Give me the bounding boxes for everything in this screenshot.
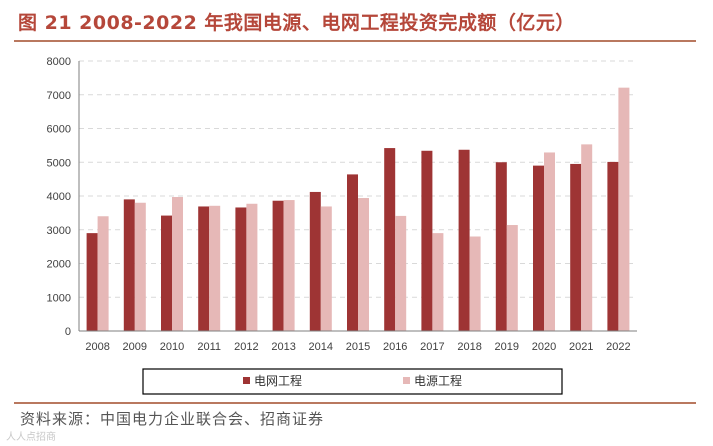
bar-grid-investment <box>533 165 544 331</box>
bar-power-investment <box>544 152 555 331</box>
axes: 0 1000 2000 3000 4000 5000 6000 7000 8000 2008 200… <box>47 56 637 353</box>
bar-grid-investment <box>198 206 210 331</box>
bar-grid-investment <box>384 148 396 331</box>
source-divider <box>14 402 696 404</box>
bar-power-investment <box>172 197 183 331</box>
bars <box>86 87 630 331</box>
bar-grid-investment <box>570 163 582 331</box>
x-tick-label: 2019 <box>495 341 519 353</box>
bar-chart: 0 1000 2000 3000 4000 5000 6000 7000 8000 2008 200… <box>47 56 637 395</box>
bar-power-investment <box>246 203 258 331</box>
bar-power-investment <box>209 205 221 331</box>
bar-power-investment <box>469 236 481 331</box>
y-tick-label: 7000 <box>47 90 71 102</box>
bar-power-investment <box>395 215 407 331</box>
x-tick-label: 2021 <box>569 341 593 353</box>
bar-power-investment <box>618 87 630 331</box>
y-tick-label: 5000 <box>47 157 71 169</box>
bar-power-investment <box>358 198 369 331</box>
title-underline <box>14 40 696 42</box>
x-tick-label: 2015 <box>346 341 370 353</box>
x-tick-label: 2012 <box>234 341 258 353</box>
bar-power-investment <box>134 202 146 331</box>
x-tick-label: 2011 <box>197 341 221 353</box>
legend-swatch-power <box>403 377 410 384</box>
legend-label-grid: 电网工程 <box>254 373 302 388</box>
source-note: 资料来源：中国电力企业联合会、招商证券 <box>20 410 325 428</box>
x-tick-label: 2014 <box>309 341 333 353</box>
bar-grid-investment <box>161 215 172 331</box>
y-tick-label: 0 <box>65 326 71 338</box>
legend-box <box>142 368 563 395</box>
x-tick-label: 2016 <box>383 341 407 353</box>
bar-grid-investment <box>458 149 470 331</box>
legend-swatch-grid <box>243 377 250 384</box>
y-tick-label: 8000 <box>47 56 71 68</box>
x-tick-label: 2017 <box>420 341 444 353</box>
x-tick-label: 2022 <box>606 341 630 353</box>
x-tick-label: 2018 <box>457 341 481 353</box>
bar-power-investment <box>97 216 109 331</box>
bar-power-investment <box>320 206 332 331</box>
bar-grid-investment <box>86 233 98 331</box>
y-tick-label: 3000 <box>47 225 71 237</box>
bar-grid-investment <box>272 200 284 331</box>
bar-grid-investment <box>235 207 247 331</box>
legend: 电网工程 电源工程 <box>142 368 563 395</box>
x-tick-label: 2020 <box>532 341 556 353</box>
x-tick-label: 2013 <box>271 341 295 353</box>
bar-grid-investment <box>421 150 433 331</box>
y-tick-label: 4000 <box>47 191 71 203</box>
bar-power-investment <box>432 233 444 331</box>
y-tick-label: 2000 <box>47 259 71 271</box>
legend-label-power: 电源工程 <box>414 373 462 388</box>
y-tick-label: 1000 <box>47 292 71 304</box>
bar-power-investment <box>506 225 518 331</box>
bar-power-investment <box>283 200 295 331</box>
bar-grid-investment <box>607 161 619 331</box>
bar-grid-investment <box>123 199 135 331</box>
bar-grid-investment <box>495 162 507 331</box>
bar-grid-investment <box>309 191 321 331</box>
x-tick-label: 2009 <box>123 341 147 353</box>
figure-title: 图 21 2008-2022 年我国电源、电网工程投资完成额（亿元） <box>18 12 575 34</box>
watermark-logo: 人人点招商 <box>6 432 56 443</box>
bar-grid-investment <box>347 174 358 331</box>
bar-power-investment <box>581 144 593 331</box>
x-tick-label: 2010 <box>160 341 184 353</box>
y-tick-label: 6000 <box>47 124 71 136</box>
x-tick-label: 2008 <box>85 341 109 353</box>
